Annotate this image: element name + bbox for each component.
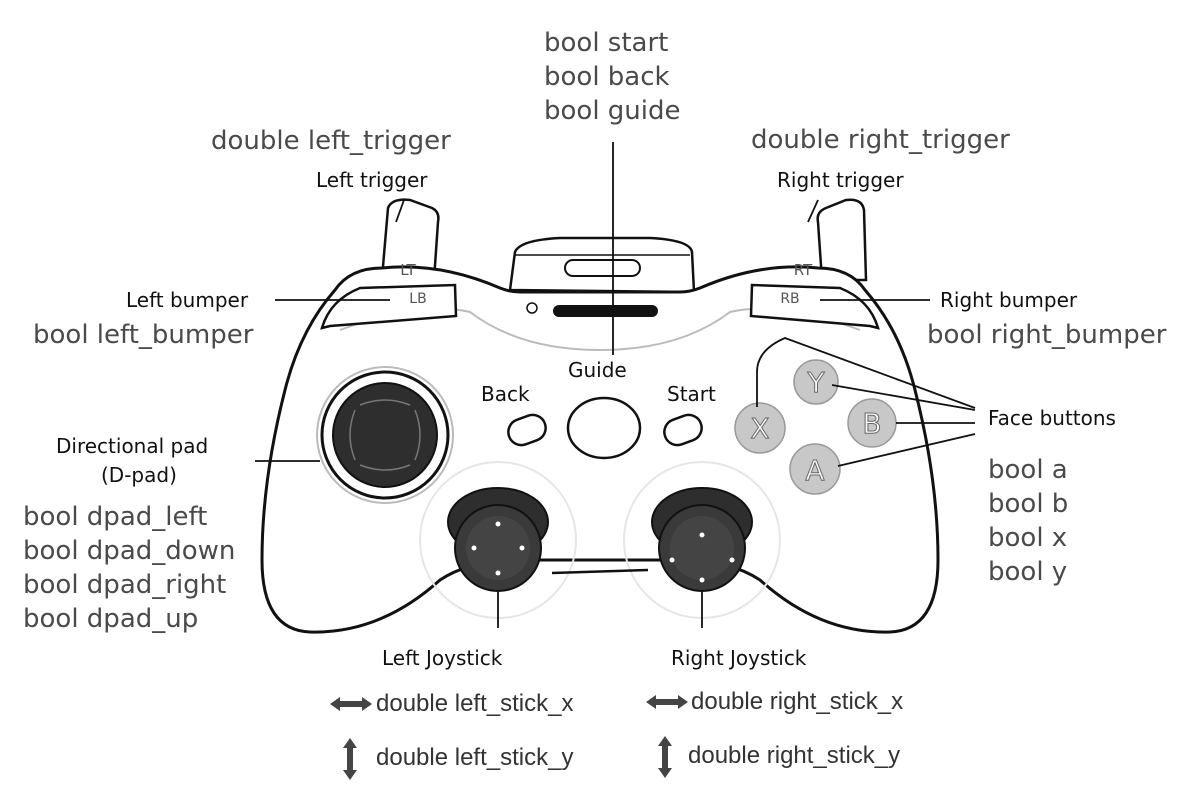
left-joystick[interactable] (447, 487, 549, 592)
label-left-joystick: Left Joystick (382, 646, 503, 670)
lb-mark: LB (409, 291, 426, 307)
lt-mark: LT (400, 261, 416, 279)
var-dpad-up: bool dpad_up (23, 604, 199, 634)
var-left-stick-y: double left_stick_y (376, 744, 574, 771)
var-right-trigger: double right_trigger (751, 125, 1010, 155)
label-left-bumper: Left bumper (126, 288, 249, 312)
var-b: bool b (988, 489, 1069, 519)
face-button-y[interactable]: Y (793, 359, 839, 405)
var-dpad-left: bool dpad_left (23, 502, 208, 532)
guide-light-bar (553, 305, 658, 317)
svg-text:Y: Y (806, 366, 825, 399)
double-arrow-vertical-icon (343, 738, 357, 780)
face-button-a[interactable]: A (789, 443, 841, 495)
right-trigger-shape (816, 198, 868, 282)
var-y: bool y (988, 557, 1068, 587)
face-button-x[interactable]: X (734, 402, 786, 454)
right-joystick[interactable] (651, 487, 753, 592)
label-dpad: Directional pad (56, 434, 209, 458)
var-left-bumper: bool left_bumper (33, 320, 254, 350)
svg-text:B: B (862, 407, 881, 440)
var-a: bool a (988, 455, 1068, 485)
var-dpad-right: bool dpad_right (23, 570, 227, 600)
top-hub-slot (564, 259, 641, 277)
label-guide: Guide (568, 358, 627, 382)
var-left-stick-x: double left_stick_x (376, 690, 574, 717)
guide-button[interactable] (566, 396, 642, 460)
var-start: bool start (544, 28, 669, 58)
var-back: bool back (544, 62, 670, 92)
var-dpad-down: bool dpad_down (23, 536, 236, 566)
double-arrow-horizontal-icon (330, 697, 372, 711)
face-button-variables: bool a bool b bool x bool y (988, 453, 1068, 589)
face-button-b[interactable]: B (847, 398, 897, 448)
rb-mark: RB (780, 291, 799, 307)
double-arrow-vertical-icon (658, 736, 672, 778)
leader-lines (255, 142, 976, 628)
label-right-trigger: Right trigger (777, 168, 904, 192)
label-start: Start (667, 382, 716, 406)
var-guide: bool guide (544, 96, 681, 126)
guide-variables: bool start bool back bool guide (544, 26, 681, 128)
right-bumper-shape (749, 283, 880, 330)
start-button[interactable] (661, 411, 706, 448)
dpad-variables: bool dpad_left bool dpad_down bool dpad_… (23, 500, 235, 636)
var-right-stick-x: double right_stick_x (691, 688, 904, 715)
back-button[interactable] (505, 411, 550, 448)
double-arrow-horizontal-icon (646, 695, 688, 709)
dpad[interactable] (332, 382, 438, 488)
var-right-stick-y: double right_stick_y (688, 742, 901, 769)
svg-text:A: A (805, 454, 824, 487)
var-left-trigger: double left_trigger (211, 126, 451, 156)
var-right-bumper: bool right_bumper (927, 320, 1167, 350)
label-right-bumper: Right bumper (940, 288, 1078, 312)
var-x: bool x (988, 523, 1068, 553)
label-dpad-abbrev: (D-pad) (101, 463, 177, 487)
label-face-buttons: Face buttons (988, 406, 1116, 430)
label-right-joystick: Right Joystick (671, 646, 807, 670)
left-bumper-shape (320, 283, 458, 330)
label-left-trigger: Left trigger (316, 168, 428, 192)
svg-text:X: X (750, 412, 769, 445)
rt-mark: RT (794, 261, 813, 279)
label-back: Back (481, 382, 530, 406)
